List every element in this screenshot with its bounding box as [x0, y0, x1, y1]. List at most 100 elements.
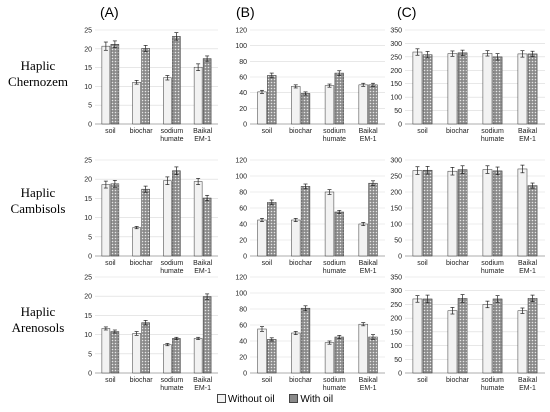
chart-panel-3-1: 0 5 10 15 20 25 soil biochar sodium humate Baikal E… [84, 275, 218, 392]
row-label-chernozem-line1: Haplic [20, 58, 56, 73]
y-tick-label: 0 [88, 254, 92, 261]
y-tick-label: 0 [88, 122, 92, 129]
bar-without-oil [291, 219, 301, 257]
bar-without-oil [324, 342, 335, 374]
bar-without-oil [358, 84, 368, 125]
y-tick-label: 25 [84, 275, 92, 282]
y-tick-label: 10 [84, 215, 92, 222]
bar-without-oil [517, 168, 528, 257]
y-tick-label: 50 [394, 357, 402, 364]
bar-without-oil [193, 66, 203, 125]
bar-with-oil [300, 307, 311, 374]
x-tick-label: sodium humate [160, 128, 183, 143]
bar-with-oil [334, 72, 344, 125]
bar-without-oil [257, 328, 267, 374]
x-tick-label-line: humate [160, 268, 183, 275]
x-tick-label: sodium humate [481, 377, 504, 392]
legend-item-with-oil: With oil [289, 394, 333, 405]
x-tick-label-line: humate [160, 385, 183, 392]
y-tick-label: 80 [239, 190, 247, 197]
y-tick-label: 50 [394, 238, 402, 245]
x-tick-label-line: humate [160, 136, 183, 143]
x-tick-label-line: Baikal [518, 128, 538, 135]
x-tick-label: Baikal EM-1 [359, 377, 379, 392]
x-tick-label-line: soil [417, 377, 428, 384]
bar-with-oil [422, 298, 433, 374]
y-tick-label: 100 [235, 291, 247, 298]
row-label-chernozem: Haplic Chernozem [2, 58, 74, 90]
y-tick-label: 150 [390, 81, 402, 88]
chart-panel-2-1: 0 5 10 15 20 25 soil biochar sodium humate Baikal E… [84, 158, 218, 275]
x-tick-label-line: humate [481, 136, 504, 143]
y-tick-label: 0 [243, 371, 247, 378]
y-tick-label: 350 [390, 275, 402, 282]
x-tick-label-line: sodium [481, 128, 504, 135]
bar-without-oil [482, 304, 493, 374]
x-tick-label: soil [262, 128, 273, 135]
x-tick-label-line: soil [417, 260, 428, 267]
x-tick-label: sodium humate [323, 260, 346, 275]
x-tick-label: soil [105, 128, 116, 135]
y-tick-label: 100 [390, 222, 402, 229]
x-tick-label: soil [262, 260, 273, 267]
x-tick-label-line: biochar [130, 377, 154, 384]
y-tick-label: 300 [390, 41, 402, 48]
x-tick-label: biochar [289, 260, 313, 267]
y-tick-label: 250 [390, 54, 402, 61]
x-tick-label: biochar [289, 377, 313, 384]
bar-without-oil [412, 51, 423, 125]
y-tick-label: 60 [239, 323, 247, 330]
bar-without-oil [482, 53, 493, 125]
x-tick-label-line: humate [323, 385, 346, 392]
bar-without-oil [101, 184, 111, 257]
bar-without-oil [132, 333, 141, 374]
chart-panel-2-3: 0 50 100 150 200 250 300 soil biochar sodium humat… [390, 158, 545, 275]
bar-without-oil [163, 77, 172, 125]
chart-panel-1-3: 0 50 100 150 200 250 300 350 soil biochar sodium hu… [390, 28, 545, 143]
y-tick-label: 10 [84, 84, 92, 91]
y-tick-label: 5 [88, 351, 92, 358]
y-tick-label: 100 [390, 95, 402, 102]
x-tick-label: Baikal EM-1 [518, 377, 538, 392]
bar-with-oil [202, 58, 212, 125]
y-tick-label: 150 [390, 206, 402, 213]
bar-with-oil [300, 93, 311, 125]
y-tick-label: 100 [235, 174, 247, 181]
chart-panel-3-2: 0 20 40 60 80 100 120 soil biochar sodium humate Ba… [235, 275, 385, 392]
y-tick-label: 20 [239, 238, 247, 245]
x-tick-label-line: humate [323, 136, 346, 143]
y-tick-label: 10 [84, 332, 92, 339]
row-label-arenosols: Haplic Arenosols [2, 304, 74, 336]
y-tick-label: 0 [243, 254, 247, 261]
x-tick-label-line: biochar [289, 377, 313, 384]
y-tick-label: 40 [239, 222, 247, 229]
y-tick-label: 250 [390, 302, 402, 309]
row-label-arenosols-line1: Haplic [20, 304, 56, 319]
x-tick-label: biochar [446, 128, 470, 135]
legend-swatch-with-oil [289, 394, 299, 403]
x-tick-label-line: Baikal [193, 128, 213, 135]
y-tick-label: 150 [390, 329, 402, 336]
x-tick-label-line: soil [105, 260, 116, 267]
y-tick-label: 15 [84, 65, 92, 72]
row-label-cambisols-line1: Haplic [20, 185, 56, 200]
y-tick-label: 25 [84, 158, 92, 165]
x-tick-label: Baikal EM-1 [359, 128, 379, 143]
bar-without-oil [257, 91, 267, 125]
bar-without-oil [324, 191, 335, 257]
y-tick-label: 200 [390, 316, 402, 323]
y-tick-label: 5 [88, 234, 92, 241]
x-tick-label: biochar [446, 260, 470, 267]
bar-with-oil [141, 48, 150, 125]
x-tick-label-line: EM-1 [194, 136, 211, 143]
bar-with-oil [267, 339, 277, 374]
y-tick-label: 300 [390, 158, 402, 165]
x-tick-label: soil [417, 377, 428, 384]
bar-without-oil [324, 85, 335, 125]
bar-without-oil [358, 223, 368, 257]
x-tick-label-line: biochar [446, 128, 470, 135]
row-label-cambisols-line2: Cambisols [10, 201, 66, 216]
y-tick-label: 0 [243, 122, 247, 129]
x-tick-label: Baikal EM-1 [193, 128, 213, 143]
